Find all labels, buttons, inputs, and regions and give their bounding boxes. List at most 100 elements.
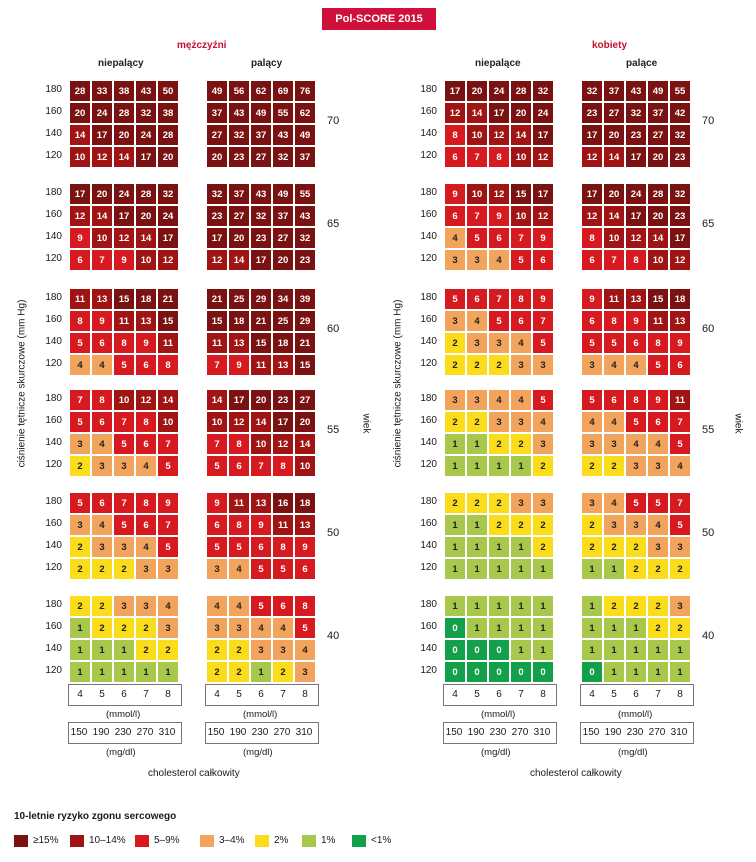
age-tick: 40 bbox=[327, 630, 340, 642]
x-tick-mmol: 8 bbox=[540, 689, 546, 700]
risk-cell: 2 bbox=[229, 662, 249, 682]
risk-cell: 9 bbox=[670, 333, 690, 353]
risk-cell: 4 bbox=[604, 412, 624, 432]
x-tick-mgdl: 310 bbox=[295, 727, 313, 738]
risk-cell: 50 bbox=[158, 81, 178, 101]
risk-cell: 3 bbox=[533, 355, 553, 375]
risk-cell: 4 bbox=[604, 355, 624, 375]
risk-cell: 23 bbox=[295, 250, 315, 270]
x-tick-mmol: 4 bbox=[589, 689, 595, 700]
risk-cell: 5 bbox=[158, 456, 178, 476]
risk-cell: 20 bbox=[467, 81, 487, 101]
risk-cell: 4 bbox=[511, 333, 531, 353]
risk-cell: 29 bbox=[251, 289, 271, 309]
legend-label: ≥15% bbox=[33, 835, 59, 846]
chart-title: Pol-SCORE 2015 bbox=[322, 8, 436, 30]
sbp-tick: 140 bbox=[420, 643, 437, 654]
risk-cell: 23 bbox=[251, 228, 271, 248]
risk-cell: 18 bbox=[295, 493, 315, 513]
legend-title: 10-letnie ryzyko zgonu sercowego bbox=[14, 811, 177, 822]
risk-cell: 4 bbox=[92, 515, 112, 535]
risk-cell: 20 bbox=[648, 147, 668, 167]
risk-cell: 23 bbox=[670, 147, 690, 167]
risk-cell: 3 bbox=[467, 390, 487, 410]
risk-cell: 12 bbox=[445, 103, 465, 123]
risk-cell: 1 bbox=[648, 662, 668, 682]
risk-cell: 20 bbox=[295, 412, 315, 432]
risk-cell: 12 bbox=[489, 184, 509, 204]
sbp-tick: 120 bbox=[45, 358, 62, 369]
risk-cell: 6 bbox=[251, 537, 271, 557]
risk-cell: 8 bbox=[136, 493, 156, 513]
risk-cell: 1 bbox=[489, 559, 509, 579]
risk-cell: 8 bbox=[445, 125, 465, 145]
risk-cell: 7 bbox=[158, 515, 178, 535]
risk-cell: 6 bbox=[92, 493, 112, 513]
risk-cell: 8 bbox=[626, 390, 646, 410]
risk-cell: 10 bbox=[467, 184, 487, 204]
risk-cell: 2 bbox=[136, 618, 156, 638]
risk-cell: 8 bbox=[273, 456, 293, 476]
sbp-tick: 140 bbox=[420, 336, 437, 347]
risk-cell: 9 bbox=[626, 311, 646, 331]
risk-cell: 13 bbox=[273, 355, 293, 375]
risk-cell: 1 bbox=[489, 456, 509, 476]
risk-cell: 3 bbox=[604, 434, 624, 454]
risk-cell: 8 bbox=[158, 355, 178, 375]
risk-cell: 4 bbox=[445, 228, 465, 248]
sbp-tick: 120 bbox=[420, 358, 437, 369]
x-tick-mgdl: 270 bbox=[648, 727, 666, 738]
risk-cell: 20 bbox=[70, 103, 90, 123]
age-tick: 65 bbox=[327, 218, 340, 230]
risk-cell: 2 bbox=[445, 333, 465, 353]
risk-cell: 37 bbox=[604, 81, 624, 101]
risk-cell: 3 bbox=[92, 537, 112, 557]
risk-cell: 6 bbox=[92, 333, 112, 353]
risk-cell: 14 bbox=[604, 147, 624, 167]
risk-cell: 14 bbox=[114, 147, 134, 167]
sbp-tick: 140 bbox=[45, 336, 62, 347]
risk-cell: 12 bbox=[273, 434, 293, 454]
sbp-tick: 140 bbox=[420, 540, 437, 551]
risk-cell: 11 bbox=[670, 390, 690, 410]
risk-cell: 5 bbox=[251, 559, 271, 579]
risk-cell: 32 bbox=[670, 184, 690, 204]
risk-cell: 15 bbox=[207, 311, 227, 331]
risk-cell: 24 bbox=[114, 184, 134, 204]
risk-cell: 1 bbox=[582, 559, 602, 579]
risk-cell: 0 bbox=[582, 662, 602, 682]
risk-cell: 2 bbox=[445, 493, 465, 513]
risk-cell: 42 bbox=[670, 103, 690, 123]
risk-cell: 17 bbox=[92, 125, 112, 145]
risk-cell: 32 bbox=[229, 125, 249, 145]
risk-cell: 2 bbox=[648, 618, 668, 638]
risk-cell: 5 bbox=[70, 333, 90, 353]
risk-cell: 3 bbox=[445, 250, 465, 270]
risk-cell: 17 bbox=[273, 412, 293, 432]
risk-cell: 12 bbox=[626, 228, 646, 248]
y-axis-title: ciśnienie tętnicze skurczowe (mm Hg) bbox=[16, 299, 28, 468]
risk-cell: 5 bbox=[158, 537, 178, 557]
risk-cell: 5 bbox=[70, 493, 90, 513]
risk-cell: 10 bbox=[511, 206, 531, 226]
risk-cell: 2 bbox=[136, 640, 156, 660]
risk-cell: 27 bbox=[207, 125, 227, 145]
x-unit-mg: (mg/dl) bbox=[481, 747, 511, 758]
risk-cell: 2 bbox=[626, 559, 646, 579]
x-tick-mgdl: 310 bbox=[670, 727, 688, 738]
risk-cell: 4 bbox=[70, 355, 90, 375]
risk-cell: 49 bbox=[273, 184, 293, 204]
risk-cell: 6 bbox=[70, 250, 90, 270]
risk-cell: 10 bbox=[467, 125, 487, 145]
x-axis-mmol-box bbox=[68, 684, 182, 706]
risk-cell: 13 bbox=[626, 289, 646, 309]
risk-cell: 37 bbox=[207, 103, 227, 123]
risk-cell: 17 bbox=[533, 125, 553, 145]
risk-cell: 6 bbox=[670, 355, 690, 375]
risk-cell: 32 bbox=[251, 206, 271, 226]
risk-cell: 1 bbox=[158, 662, 178, 682]
sbp-tick: 140 bbox=[420, 128, 437, 139]
risk-cell: 8 bbox=[604, 311, 624, 331]
x-tick-mgdl: 150 bbox=[445, 727, 463, 738]
legend-label: 1% bbox=[321, 835, 336, 846]
